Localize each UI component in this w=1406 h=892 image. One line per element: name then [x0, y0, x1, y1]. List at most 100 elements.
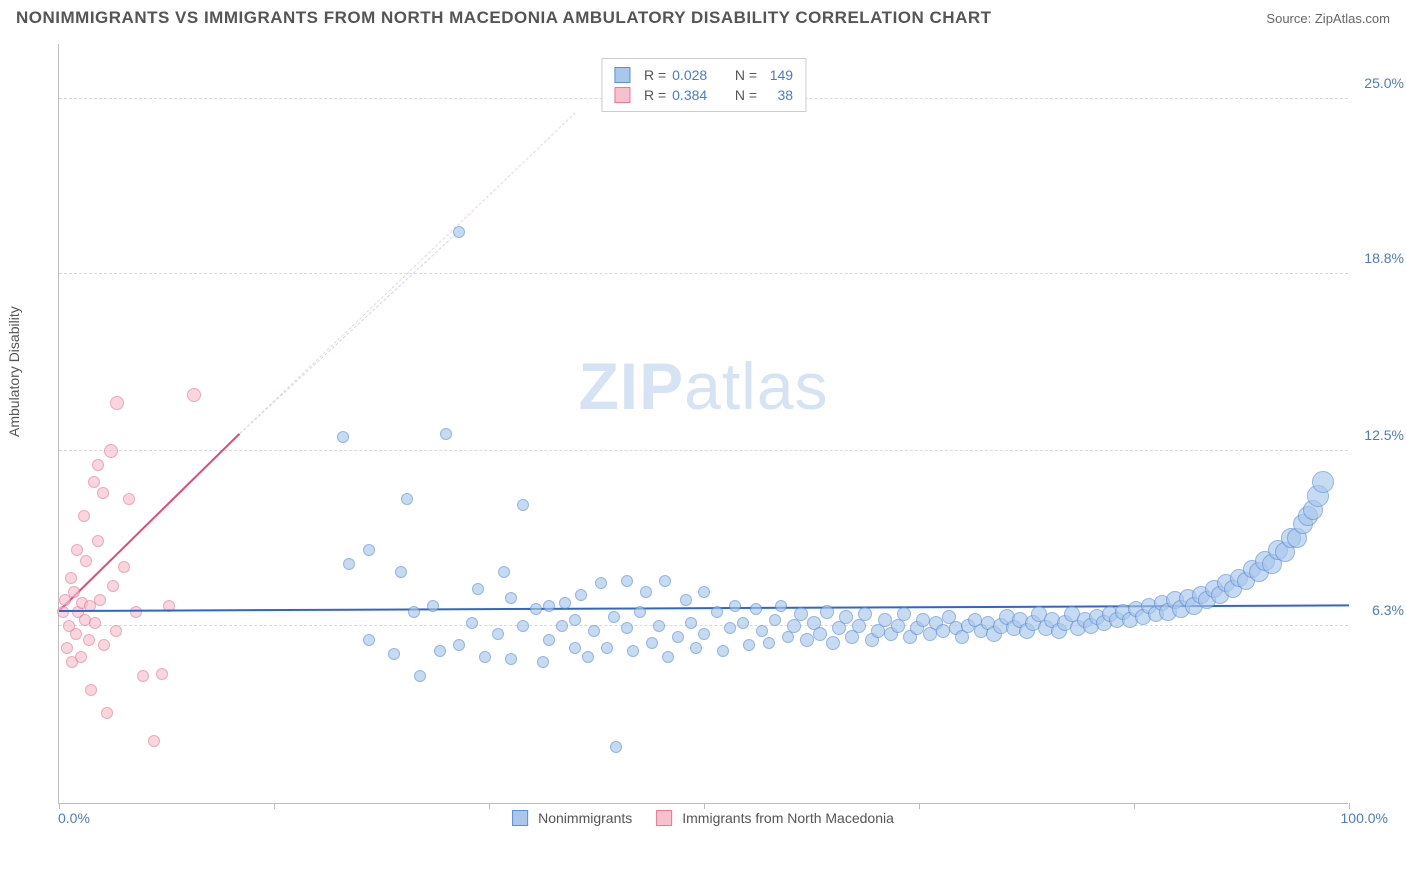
data-point-nonimmigrants [1312, 471, 1334, 493]
data-point-immigrants [187, 388, 201, 402]
legend-swatch-nonimmigrants [614, 67, 630, 83]
data-point-nonimmigrants [363, 544, 375, 556]
data-point-immigrants [94, 594, 106, 606]
data-point-nonimmigrants [621, 575, 633, 587]
watermark-zip: ZIP [578, 349, 684, 423]
x-tick [919, 803, 920, 809]
data-point-immigrants [110, 625, 122, 637]
data-point-immigrants [118, 561, 130, 573]
data-point-nonimmigrants [878, 613, 892, 627]
data-point-nonimmigrants [724, 622, 736, 634]
data-point-nonimmigrants [498, 566, 510, 578]
data-point-immigrants [71, 544, 83, 556]
data-point-immigrants [101, 707, 113, 719]
data-point-nonimmigrants [505, 592, 517, 604]
data-point-nonimmigrants [505, 653, 517, 665]
legend-n-label: N = [735, 67, 757, 83]
x-tick [1134, 803, 1135, 809]
data-point-nonimmigrants [610, 741, 622, 753]
data-point-nonimmigrants [601, 642, 613, 654]
x-axis-min-label: 0.0% [58, 810, 90, 826]
legend-top: R = 0.028 N = 149R = 0.384 N = 38 [601, 58, 806, 112]
x-tick [59, 803, 60, 809]
data-point-nonimmigrants [337, 431, 349, 443]
legend-r-label: R = [644, 87, 666, 103]
data-point-immigrants [92, 459, 104, 471]
data-point-nonimmigrants [569, 614, 581, 626]
data-point-nonimmigrants [769, 614, 781, 626]
data-point-immigrants [80, 555, 92, 567]
legend-bottom: Nonimmigrants Immigrants from North Mace… [512, 810, 894, 826]
data-point-nonimmigrants [672, 631, 684, 643]
data-point-nonimmigrants [936, 624, 950, 638]
data-point-nonimmigrants [543, 634, 555, 646]
watermark: ZIPatlas [578, 348, 828, 424]
legend-label-immigrants: Immigrants from North Macedonia [682, 810, 894, 826]
data-point-immigrants [97, 487, 109, 499]
data-point-nonimmigrants [756, 625, 768, 637]
data-point-nonimmigrants [782, 631, 794, 643]
data-point-immigrants [89, 617, 101, 629]
data-point-nonimmigrants [662, 651, 674, 663]
data-point-nonimmigrants [711, 606, 723, 618]
data-point-nonimmigrants [492, 628, 504, 640]
x-tick [489, 803, 490, 809]
data-point-immigrants [83, 634, 95, 646]
data-point-nonimmigrants [763, 637, 775, 649]
chart-title: NONIMMIGRANTS VS IMMIGRANTS FROM NORTH M… [16, 8, 992, 28]
data-point-nonimmigrants [575, 589, 587, 601]
data-point-immigrants [75, 651, 87, 663]
data-point-nonimmigrants [634, 606, 646, 618]
data-point-nonimmigrants [395, 566, 407, 578]
y-tick-label: 12.5% [1354, 427, 1404, 443]
data-point-nonimmigrants [698, 628, 710, 640]
legend-n-label: N = [735, 87, 757, 103]
data-point-nonimmigrants [408, 606, 420, 618]
chart-area: Ambulatory Disability ZIPatlas 6.3%12.5%… [8, 32, 1398, 842]
legend-swatch-immigrants [614, 87, 630, 103]
data-point-nonimmigrants [826, 636, 840, 650]
y-tick-label: 18.8% [1354, 250, 1404, 266]
gridline [59, 273, 1348, 274]
x-tick [704, 803, 705, 809]
data-point-nonimmigrants [813, 627, 827, 641]
x-axis-max-label: 100.0% [1341, 810, 1388, 826]
data-point-nonimmigrants [743, 639, 755, 651]
data-point-nonimmigrants [517, 499, 529, 511]
data-point-immigrants [123, 493, 135, 505]
data-point-immigrants [88, 476, 100, 488]
data-point-nonimmigrants [794, 607, 808, 621]
legend-r-value-immigrants: 0.384 [672, 87, 707, 103]
data-point-nonimmigrants [588, 625, 600, 637]
x-tick [1349, 803, 1350, 809]
legend-r-value-nonimmigrants: 0.028 [672, 67, 707, 83]
data-point-nonimmigrants [750, 603, 762, 615]
gridline [59, 625, 1348, 626]
data-point-nonimmigrants [640, 586, 652, 598]
data-point-nonimmigrants [680, 594, 692, 606]
data-point-immigrants [65, 572, 77, 584]
data-point-nonimmigrants [698, 586, 710, 598]
data-point-nonimmigrants [627, 645, 639, 657]
data-point-nonimmigrants [595, 577, 607, 589]
trend-line [239, 231, 459, 434]
data-point-nonimmigrants [775, 600, 787, 612]
data-point-nonimmigrants [659, 575, 671, 587]
legend-swatch-nonimmigrants [512, 810, 528, 826]
data-point-nonimmigrants [582, 651, 594, 663]
data-point-nonimmigrants [653, 620, 665, 632]
data-point-nonimmigrants [729, 600, 741, 612]
legend-item-immigrants: Immigrants from North Macedonia [656, 810, 894, 826]
data-point-immigrants [156, 668, 168, 680]
data-point-nonimmigrants [530, 603, 542, 615]
data-point-nonimmigrants [453, 226, 465, 238]
legend-n-value-immigrants: 38 [763, 87, 793, 103]
data-point-nonimmigrants [434, 645, 446, 657]
data-point-immigrants [61, 642, 73, 654]
data-point-nonimmigrants [685, 617, 697, 629]
data-point-nonimmigrants [820, 605, 834, 619]
data-point-nonimmigrants [440, 428, 452, 440]
legend-label-nonimmigrants: Nonimmigrants [538, 810, 632, 826]
y-tick-label: 25.0% [1354, 75, 1404, 91]
data-point-nonimmigrants [717, 645, 729, 657]
